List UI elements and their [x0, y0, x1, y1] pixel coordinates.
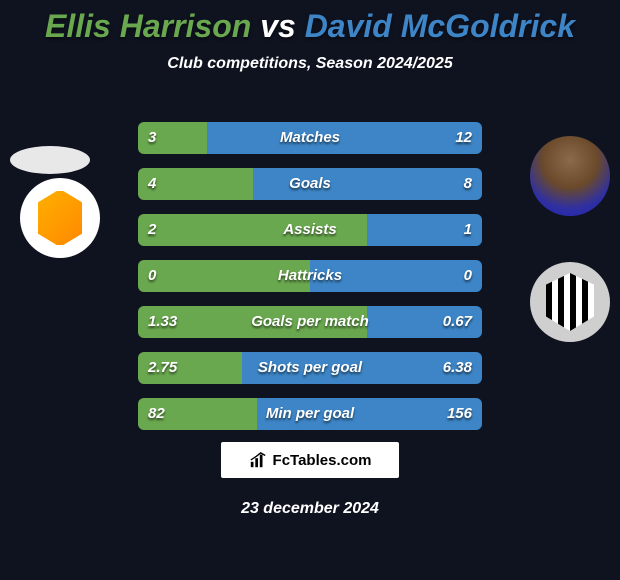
player1-name: Ellis Harrison — [45, 8, 251, 44]
mk-dons-shield-icon — [36, 189, 84, 247]
notts-county-shield-icon — [546, 273, 594, 331]
date-text: 23 december 2024 — [0, 500, 620, 518]
stat-row: 1.330.67Goals per match — [138, 306, 482, 338]
stat-label: Assists — [138, 214, 482, 246]
player2-name: David McGoldrick — [305, 8, 575, 44]
stat-row: 312Matches — [138, 122, 482, 154]
stat-row: 82156Min per goal — [138, 398, 482, 430]
stat-label: Min per goal — [138, 398, 482, 430]
player1-avatar — [10, 146, 90, 174]
stat-row: 00Hattricks — [138, 260, 482, 292]
stat-row: 21Assists — [138, 214, 482, 246]
logo-text: FcTables.com — [273, 452, 372, 469]
stat-label: Goals — [138, 168, 482, 200]
chart-icon — [249, 451, 267, 469]
player1-club-badge — [20, 178, 100, 258]
fctables-logo: FcTables.com — [221, 442, 399, 478]
stat-label: Hattricks — [138, 260, 482, 292]
stat-bars-container: 312Matches 48Goals 21Assists 00Hattricks 1.3… — [138, 122, 482, 444]
player2-avatar — [530, 136, 610, 216]
stat-label: Shots per goal — [138, 352, 482, 384]
vs-text: vs — [260, 8, 296, 44]
comparison-title: Ellis Harrison vs David McGoldrick — [0, 0, 620, 45]
player2-club-badge — [530, 262, 610, 342]
stat-label: Matches — [138, 122, 482, 154]
stat-row: 2.756.38Shots per goal — [138, 352, 482, 384]
stat-label: Goals per match — [138, 306, 482, 338]
subtitle: Club competitions, Season 2024/2025 — [0, 55, 620, 73]
stat-row: 48Goals — [138, 168, 482, 200]
